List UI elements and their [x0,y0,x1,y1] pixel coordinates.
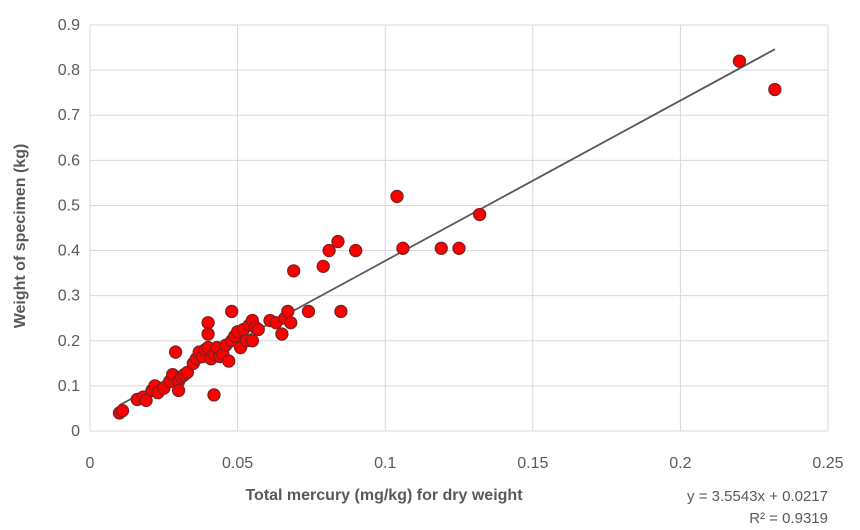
x-tick-label: 0.2 [669,455,691,472]
y-tick-label: 0.1 [58,378,80,395]
data-point [225,304,239,319]
data-point [316,259,330,273]
y-tick-label: 0 [71,423,80,440]
y-tick-label: 0.2 [58,333,80,350]
data-point [331,234,345,249]
trendline-equation: y = 3.5543x + 0.0217 [687,488,828,505]
data-point [284,316,298,330]
trendline-r-squared: R² = 0.9319 [749,510,828,527]
x-tick-label: 0.05 [222,455,253,472]
data-point [334,304,348,319]
data-point [222,354,236,368]
data-point [245,334,260,348]
y-tick-label: 0.4 [58,243,80,260]
data-point [171,383,186,398]
y-tick-label: 0.5 [58,197,80,214]
x-tick-label: 0 [86,455,95,472]
y-tick-label: 0.3 [58,288,80,305]
data-point [322,243,336,258]
data-point [434,241,448,255]
data-point [768,82,782,97]
y-axis-title: Weight of specimen (kg) [12,144,29,329]
y-tick-label: 0.7 [58,107,80,124]
data-point [390,189,404,204]
data-point [201,327,215,341]
data-point [396,241,410,255]
data-point [301,304,316,319]
data-point [452,241,466,255]
data-point [473,207,487,222]
y-tick-label: 0.8 [58,62,80,79]
y-tick-label: 0.6 [58,152,80,169]
data-point [287,264,301,278]
data-point [732,54,747,68]
y-tick-label: 0.9 [58,17,80,34]
data-point [207,388,221,402]
x-tick-label: 0.15 [517,455,548,472]
y-axis-ticks: 0 0.1 0.2 0.3 0.4 0.5 0.6 0.7 0.8 0.9 [58,17,80,440]
x-tick-label: 0.25 [812,455,843,472]
data-points [112,54,782,420]
data-point [275,327,289,341]
data-point [251,322,265,337]
grid-lines [89,24,829,432]
x-axis-ticks: 0 0.05 0.1 0.15 0.2 0.25 [86,455,844,472]
data-point [201,316,215,330]
data-point [281,304,295,319]
data-point [349,243,363,258]
data-point [168,345,183,359]
data-point [139,393,153,407]
x-axis-title: Total mercury (mg/kg) for dry weight [245,487,523,504]
data-point [115,404,130,418]
x-tick-label: 0.1 [374,455,396,472]
